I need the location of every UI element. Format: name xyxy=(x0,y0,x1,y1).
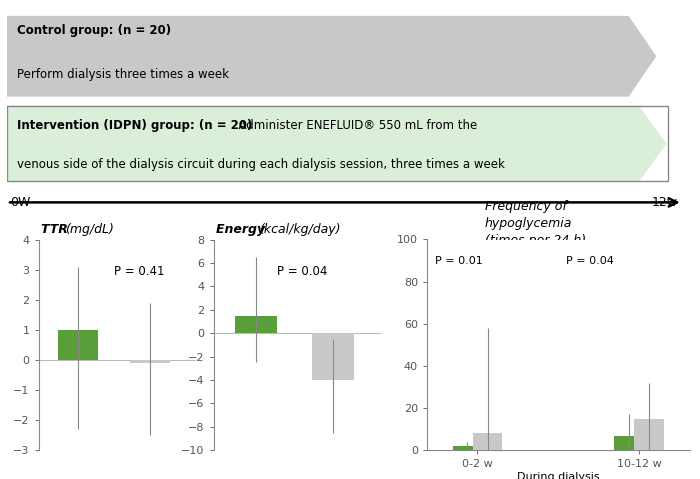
Text: (mg/dL): (mg/dL) xyxy=(65,223,114,237)
Bar xyxy=(614,435,644,450)
Text: P = 0.04: P = 0.04 xyxy=(566,256,614,266)
Text: Administer ENEFLUID® 550 mL from the: Administer ENEFLUID® 550 mL from the xyxy=(231,119,477,132)
FancyArrow shape xyxy=(7,106,666,181)
Text: venous side of the dialysis circuit during each dialysis session, three times a : venous side of the dialysis circuit duri… xyxy=(18,158,505,171)
Text: Frequency of
hypoglycemia
(times per 24 h): Frequency of hypoglycemia (times per 24 … xyxy=(484,200,586,248)
Text: (kcal/kg/day): (kcal/kg/day) xyxy=(260,223,341,237)
Bar xyxy=(634,419,664,450)
Text: P = 0.04: P = 0.04 xyxy=(277,265,328,278)
Bar xyxy=(312,333,354,380)
Text: TTR: TTR xyxy=(41,223,73,237)
Text: P = 0.41: P = 0.41 xyxy=(114,265,164,278)
Bar xyxy=(473,433,503,450)
Bar xyxy=(58,330,97,360)
Bar xyxy=(130,360,169,363)
Text: Intervention (IDPN) group: (n = 20): Intervention (IDPN) group: (n = 20) xyxy=(18,119,253,132)
Text: Perform dialysis three times a week: Perform dialysis three times a week xyxy=(18,68,229,81)
Text: Control group: (n = 20): Control group: (n = 20) xyxy=(18,23,172,36)
Text: 12w: 12w xyxy=(652,196,678,209)
X-axis label: During dialysis: During dialysis xyxy=(517,472,600,479)
Bar xyxy=(234,316,276,333)
Text: P = 0.01: P = 0.01 xyxy=(435,256,482,266)
FancyArrow shape xyxy=(7,17,655,96)
Text: 0W: 0W xyxy=(10,196,31,209)
Text: Energy: Energy xyxy=(216,223,270,237)
Bar xyxy=(453,446,482,450)
